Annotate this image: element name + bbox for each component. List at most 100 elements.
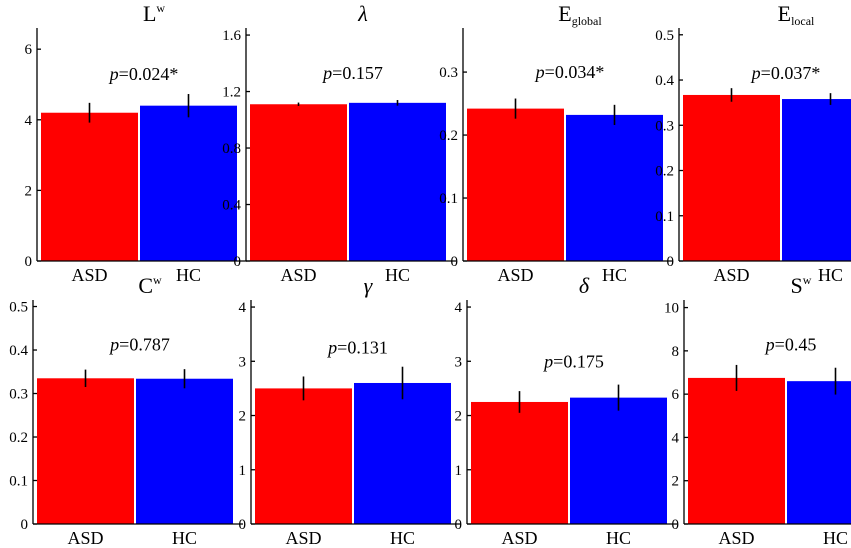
p-value-label: p=0.157 xyxy=(321,63,383,83)
p-value-label: p=0.131 xyxy=(326,338,388,358)
p-symbol: p xyxy=(542,351,553,371)
x-tick-label: HC xyxy=(823,528,848,548)
x-tick-label: HC xyxy=(390,528,415,548)
x-tick-label: ASD xyxy=(718,528,754,548)
chart-panel: 0 0.1 0.2 0.3 ASD HC Eglobal p=0.034* xyxy=(439,1,673,285)
y-tick-label: 0.8 xyxy=(222,141,241,157)
y-tick-label: 3 xyxy=(455,354,463,370)
chart-title: γ xyxy=(364,273,374,298)
bar-asd xyxy=(688,377,785,524)
p-value: =0.024* xyxy=(119,64,179,84)
p-symbol: p xyxy=(108,334,119,354)
p-value: =0.45 xyxy=(775,334,817,354)
y-tick-label: 4 xyxy=(672,430,680,446)
y-tick-label: 0.4 xyxy=(655,73,674,89)
x-tick-label: HC xyxy=(606,528,631,548)
chart-panel: 0 1 2 3 4 ASD HC γ p=0.131 xyxy=(239,273,461,548)
p-value: =0.034* xyxy=(545,62,605,82)
bar-asd xyxy=(471,401,568,524)
p-value-label: p=0.175 xyxy=(542,351,604,371)
p-symbol: p xyxy=(750,63,761,83)
y-tick-label: 0.1 xyxy=(439,191,458,207)
chart-title: Lw xyxy=(143,1,165,26)
p-value-label: p=0.037* xyxy=(750,63,821,83)
y-tick-label: 0 xyxy=(25,254,33,270)
x-tick-label: ASD xyxy=(501,528,537,548)
x-tick-label: ASD xyxy=(713,265,749,285)
p-value-label: p=0.024* xyxy=(108,64,179,84)
p-value: =0.037* xyxy=(761,63,821,83)
y-tick-label: 1.6 xyxy=(222,28,241,44)
p-value-label: p=0.787 xyxy=(108,334,170,354)
chart-title: Sw xyxy=(791,273,812,298)
p-symbol: p xyxy=(326,338,337,358)
x-tick-label: HC xyxy=(818,265,843,285)
chart-title: Cw xyxy=(138,273,162,298)
bar-asd xyxy=(467,108,564,261)
x-tick-label: ASD xyxy=(285,528,321,548)
title-main-text: C xyxy=(138,273,153,298)
p-symbol: p xyxy=(534,62,545,82)
y-tick-label: 0.2 xyxy=(9,430,28,446)
p-symbol: p xyxy=(108,64,119,84)
y-tick-label: 1 xyxy=(455,463,463,479)
y-tick-label: 0 xyxy=(667,254,675,270)
bar-hc xyxy=(782,99,851,261)
x-tick-label: ASD xyxy=(67,528,103,548)
y-tick-label: 0.5 xyxy=(9,300,28,316)
title-main-text: L xyxy=(143,1,156,26)
p-symbol: p xyxy=(764,334,775,354)
x-tick-label: ASD xyxy=(71,265,107,285)
bar-hc xyxy=(140,105,237,262)
x-tick-label: HC xyxy=(172,528,197,548)
bar-asd xyxy=(255,388,352,524)
chart-panel: 0 1 2 3 4 ASD HC δ p=0.175 xyxy=(455,273,677,548)
title-main-text: S xyxy=(791,273,803,298)
x-tick-label: HC xyxy=(602,265,627,285)
x-tick-label: ASD xyxy=(280,265,316,285)
y-tick-label: 0.2 xyxy=(655,164,674,180)
y-tick-label: 0.3 xyxy=(9,387,28,403)
title-superscript: w xyxy=(803,273,812,287)
chart-title: λ xyxy=(357,1,368,26)
x-tick-label: ASD xyxy=(497,265,533,285)
bar-hc xyxy=(136,378,233,524)
chart-panel: 0 0.1 0.2 0.3 0.4 0.5 ASD HC Elocal p=0.037* xyxy=(655,1,851,285)
y-tick-label: 0.1 xyxy=(9,474,28,490)
x-tick-label: HC xyxy=(176,265,201,285)
chart-title: Eglobal xyxy=(558,1,602,28)
p-value-label: p=0.45 xyxy=(764,334,817,354)
y-tick-label: 4 xyxy=(455,300,463,316)
bar-hc xyxy=(354,382,451,524)
p-value: =0.175 xyxy=(553,351,604,371)
bar-hc xyxy=(349,102,446,261)
y-tick-label: 0 xyxy=(455,517,463,533)
y-tick-label: 0.3 xyxy=(655,118,674,134)
y-tick-label: 0 xyxy=(451,254,459,270)
chart-panel: 0 0.1 0.2 0.3 0.4 0.5 ASD HC Cw p=0.787 xyxy=(9,273,243,548)
y-tick-label: 0.3 xyxy=(439,65,458,81)
title-main-text: λ xyxy=(357,1,368,26)
bar-hc xyxy=(787,381,851,524)
bar-hc xyxy=(566,114,663,261)
title-subscript: global xyxy=(572,14,603,28)
chart-panel: 0 2 4 6 ASD HC Lw p=0.024* xyxy=(25,1,247,285)
y-tick-label: 0 xyxy=(239,517,247,533)
p-value: =0.131 xyxy=(337,338,388,358)
title-superscript: w xyxy=(156,1,165,15)
y-tick-label: 3 xyxy=(239,354,247,370)
y-tick-label: 0 xyxy=(672,517,680,533)
y-tick-label: 1 xyxy=(239,463,247,479)
chart-title: Elocal xyxy=(778,1,815,28)
y-tick-label: 0.2 xyxy=(439,128,458,144)
y-tick-label: 6 xyxy=(25,42,33,58)
bar-asd xyxy=(250,104,347,261)
y-tick-label: 0.4 xyxy=(222,198,241,214)
chart-panel: 0 2 4 6 8 10 ASD HC Sw p=0.45 xyxy=(664,273,851,548)
y-tick-label: 2 xyxy=(455,409,463,425)
bar-asd xyxy=(683,94,780,261)
y-tick-label: 6 xyxy=(672,387,680,403)
p-value: =0.157 xyxy=(332,63,383,83)
chart-panel: 0 0.4 0.8 1.2 1.6 ASD HC λ p=0.157 xyxy=(222,1,456,285)
